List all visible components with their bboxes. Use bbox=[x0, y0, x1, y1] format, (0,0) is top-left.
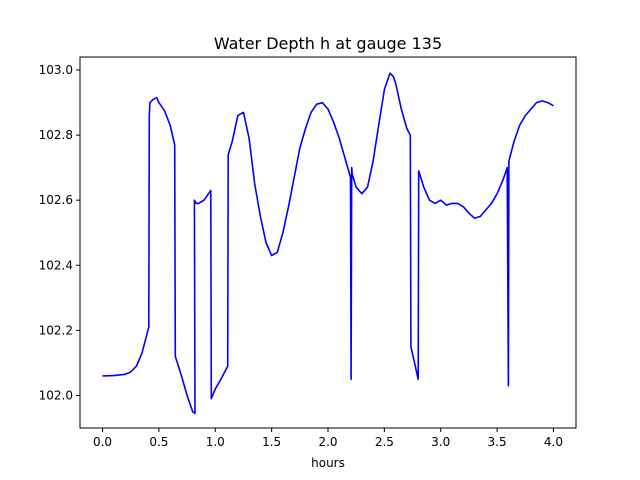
y-tick-label: 102.8 bbox=[39, 128, 73, 142]
y-tick-label: 102.2 bbox=[39, 323, 73, 337]
y-tick-label: 103.0 bbox=[39, 63, 73, 77]
y-tick-label: 102.6 bbox=[39, 193, 73, 207]
y-tick-label: 102.0 bbox=[39, 388, 73, 402]
x-tick-label: 2.0 bbox=[318, 435, 337, 449]
x-tick-label: 0.0 bbox=[93, 435, 112, 449]
x-tick-label: 4.0 bbox=[544, 435, 563, 449]
x-axis: 0.0 0.5 1.0 1.5 2.0 2.5 3.0 3.5 4.0 bbox=[93, 428, 563, 449]
y-axis: 102.0 102.2 102.4 102.6 102.8 103.0 bbox=[39, 63, 80, 402]
x-tick-label: 2.5 bbox=[375, 435, 394, 449]
y-tick-label: 102.4 bbox=[39, 258, 73, 272]
plot-area bbox=[102, 72, 554, 415]
x-tick-label: 1.0 bbox=[206, 435, 225, 449]
x-tick-label: 0.5 bbox=[149, 435, 168, 449]
series-line bbox=[102, 72, 554, 415]
x-axis-label: hours bbox=[311, 456, 345, 470]
x-tick-label: 3.5 bbox=[488, 435, 507, 449]
x-tick-label: 3.0 bbox=[431, 435, 450, 449]
x-tick-label: 1.5 bbox=[262, 435, 281, 449]
chart-title: Water Depth h at gauge 135 bbox=[214, 34, 442, 53]
